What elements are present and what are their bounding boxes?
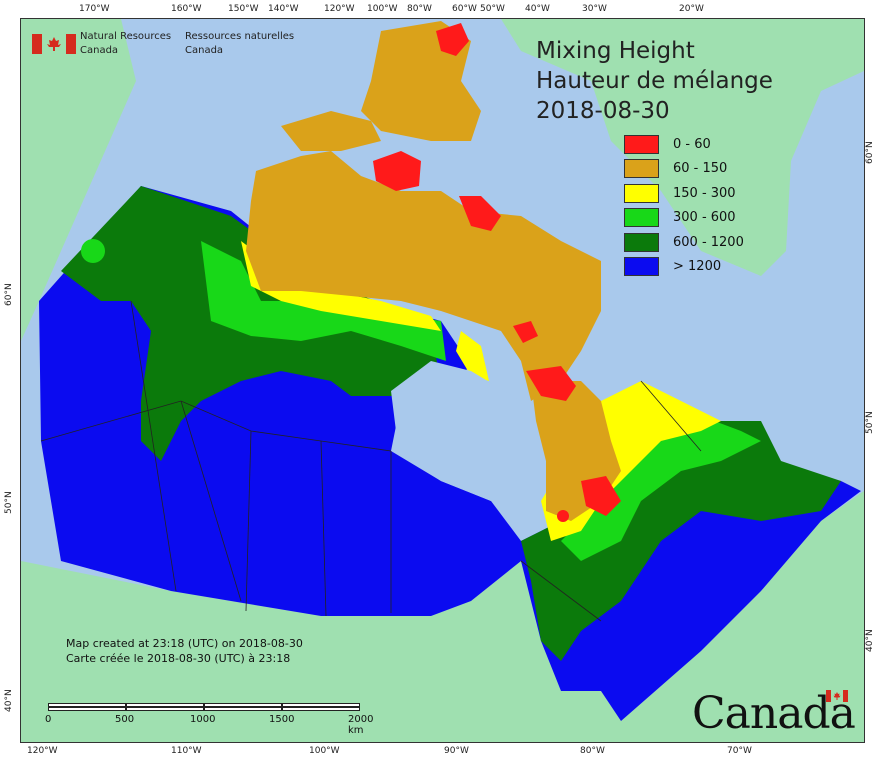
region-300-600-spot	[81, 239, 105, 263]
tick-left: 60°N	[4, 283, 14, 306]
legend-item: 150 - 300	[624, 181, 744, 206]
legend-label: 60 - 150	[673, 161, 728, 177]
tick-top: 80°W	[407, 4, 432, 14]
agency-country-en: Canada	[80, 45, 119, 56]
region-0-60-east	[459, 196, 501, 231]
legend-swatch	[624, 232, 659, 252]
region-600-1200-east	[521, 421, 841, 661]
legend-label: 600 - 1200	[673, 234, 744, 250]
legend-label: 150 - 300	[673, 185, 736, 201]
region-300-600-east	[561, 411, 761, 561]
tick-right: 50°N	[865, 411, 875, 434]
map-canvas	[21, 19, 864, 742]
tick-top: 150°W	[228, 4, 259, 14]
tick-top: 30°W	[582, 4, 607, 14]
land-greenland	[501, 19, 864, 276]
title-date: 2018-08-30	[536, 98, 670, 124]
scale-bar: 0 500 1000 1500 2000 km	[45, 703, 373, 736]
tick-top: 100°W	[367, 4, 398, 14]
tick-right: 40°N	[865, 629, 875, 652]
agency-en: Natural Resources Canada	[80, 30, 180, 58]
tick-bottom: 80°W	[580, 746, 605, 756]
scale-midline	[48, 706, 360, 708]
agency-fr: Ressources naturelles Canada	[185, 30, 325, 58]
agency-country-fr: Canada	[185, 45, 224, 56]
legend-item: 300 - 600	[624, 206, 744, 231]
region-0-60-baffin	[373, 151, 421, 191]
canada-flag-icon	[32, 34, 76, 54]
legend-swatch	[624, 134, 659, 154]
tick-top: 40°W	[525, 4, 550, 14]
region-60-150-arctic	[246, 151, 601, 401]
tick-top: 140°W	[268, 4, 299, 14]
boundaries	[40, 300, 702, 622]
region-60-150-islands	[281, 111, 381, 151]
legend-swatch	[624, 257, 659, 277]
tick-top: 170°W	[79, 4, 110, 14]
tick-right: 60°N	[865, 141, 875, 164]
region-300-600-north	[201, 241, 446, 361]
tick-top: 160°W	[171, 4, 202, 14]
scale-label: 500	[115, 714, 135, 725]
region-0-60-small	[513, 321, 538, 343]
scale-label: 1500	[269, 714, 295, 725]
legend-swatch	[624, 159, 659, 179]
region-0-60-quebec	[581, 476, 621, 516]
legend-item: 60 - 150	[624, 157, 744, 182]
agency-name-en: Natural Resources	[80, 31, 172, 42]
region-150-300-north	[241, 241, 441, 331]
land-alaska	[21, 19, 136, 341]
scale-label: 1000	[190, 714, 216, 725]
agency-name-fr: Ressources naturelles	[185, 31, 295, 42]
tick-bottom: 70°W	[727, 746, 752, 756]
tick-bottom: 110°W	[171, 746, 202, 756]
legend: 0 - 60 60 - 150 150 - 300 300 - 600 600 …	[624, 132, 744, 279]
map-frame	[20, 18, 865, 743]
hudson-bay	[391, 361, 531, 501]
legend-item: 600 - 1200	[624, 230, 744, 255]
legend-swatch	[624, 183, 659, 203]
tick-top: 60°W	[452, 4, 477, 14]
tick-top: 50°W	[480, 4, 505, 14]
tick-bottom: 120°W	[27, 746, 58, 756]
scale-label: 0	[45, 714, 52, 725]
tick-bottom: 90°W	[444, 746, 469, 756]
tick-top: 120°W	[324, 4, 355, 14]
scale-label: 2000 km	[348, 714, 374, 736]
wordmark-flag-icon	[826, 690, 848, 702]
scale-labels: 0 500 1000 1500 2000 km	[45, 712, 373, 736]
region-0-60-spot	[557, 510, 569, 522]
creation-notice: Map created at 23:18 (UTC) on 2018-08-30…	[66, 636, 303, 666]
title-en: Mixing Height	[536, 38, 695, 64]
region-150-300-island	[456, 331, 489, 381]
legend-label: > 1200	[673, 259, 722, 275]
legend-swatch	[624, 208, 659, 228]
tick-left: 50°N	[4, 491, 14, 514]
tick-bottom: 100°W	[309, 746, 340, 756]
title-fr: Hauteur de mélange	[536, 68, 773, 94]
tick-left: 40°N	[4, 689, 14, 712]
tick-top: 20°W	[679, 4, 704, 14]
legend-item: 0 - 60	[624, 132, 744, 157]
legend-label: 300 - 600	[673, 210, 736, 226]
region-0-60-north	[436, 23, 469, 56]
legend-item: > 1200	[624, 255, 744, 280]
region-0-60-ungava	[526, 366, 576, 401]
scale-bar-graphic	[48, 703, 360, 712]
map-title: Mixing Height Hauteur de mélange 2018-08…	[536, 36, 773, 126]
legend-label: 0 - 60	[673, 136, 711, 152]
land-usa	[21, 491, 864, 742]
creation-notice-fr: Carte créée le 2018-08-30 (UTC) à 23:18	[66, 652, 291, 665]
creation-notice-en: Map created at 23:18 (UTC) on 2018-08-30	[66, 637, 303, 650]
